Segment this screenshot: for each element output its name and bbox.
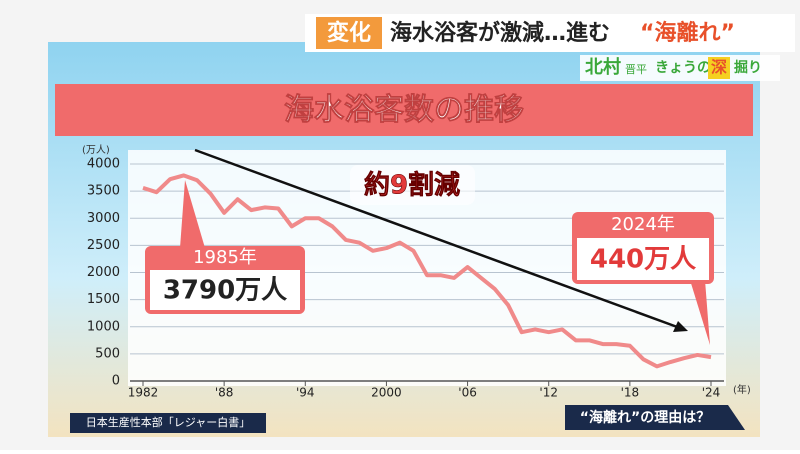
y-tick-label: 2500 — [87, 238, 120, 253]
headline-bar — [305, 14, 795, 52]
x-tick-label: '12 — [539, 386, 558, 400]
plot: 0 500 1000 1500 2000 2500 3000 3500 4000 1982 '88 '… — [87, 157, 724, 400]
tag: 変化 — [327, 20, 371, 46]
y-tick-label: 4000 — [87, 157, 120, 172]
title-bar — [55, 84, 753, 136]
chart-title: 海水浴客数の推移 — [284, 93, 524, 128]
x-tick-label: '24 — [702, 386, 721, 400]
end-value-box — [577, 238, 709, 280]
x-tick-label: '94 — [296, 386, 315, 400]
trend-arrow — [194, 148, 681, 330]
x-tick-label: '06 — [458, 386, 477, 400]
end-value: 440万人 — [590, 245, 696, 275]
tag-box — [316, 17, 382, 49]
x-tick-label: '18 — [621, 386, 640, 400]
y-tick-label: 1500 — [87, 292, 120, 307]
trend-box — [350, 165, 475, 205]
y-tick-label: 2000 — [87, 265, 120, 280]
corner: きょうの — [655, 60, 711, 76]
presenter: 北村 — [585, 56, 621, 78]
y-tick-label: 3500 — [87, 184, 120, 199]
headline: 海水浴客が激減…進む — [390, 20, 610, 46]
x-tick-label: '88 — [215, 386, 234, 400]
callout-pointer — [180, 180, 205, 248]
end-year: 2024年 — [611, 214, 675, 235]
annotations: 約9割減 1985年 3790万人 2024年 440万人 — [145, 148, 714, 345]
x-tick-label: 1982 — [128, 386, 159, 400]
y-tick-label: 0 — [112, 374, 120, 389]
callout-pointer — [690, 280, 710, 345]
presenter-given: 晋平 — [625, 63, 647, 76]
start-value-box — [150, 270, 300, 310]
x-tick-label: 2000 — [371, 386, 402, 400]
data-line — [142, 173, 712, 369]
y-tick-label: 3000 — [87, 211, 120, 226]
corner-end: 掘り — [734, 59, 762, 76]
arrow-head — [673, 321, 688, 332]
corner-mark-box — [708, 57, 730, 79]
corner-mark: 深 — [711, 58, 727, 77]
footer: “海離れ”の理由は？ — [580, 409, 710, 426]
footer-box — [565, 405, 745, 430]
trend-label: 約9割減 — [364, 170, 460, 201]
headline-quote: “海離れ” — [640, 20, 735, 46]
y-unit: (万人) — [82, 144, 110, 156]
y-tick-label: 1000 — [87, 319, 120, 334]
y-tick-label: 500 — [95, 346, 120, 361]
source: 日本生産性本部「レジャー白書」 — [86, 415, 250, 429]
x-unit: (年) — [733, 383, 751, 396]
start-year: 1985年 — [193, 247, 257, 268]
corner-bar — [580, 55, 780, 81]
start-value: 3790万人 — [163, 276, 287, 306]
source-box — [70, 413, 266, 433]
